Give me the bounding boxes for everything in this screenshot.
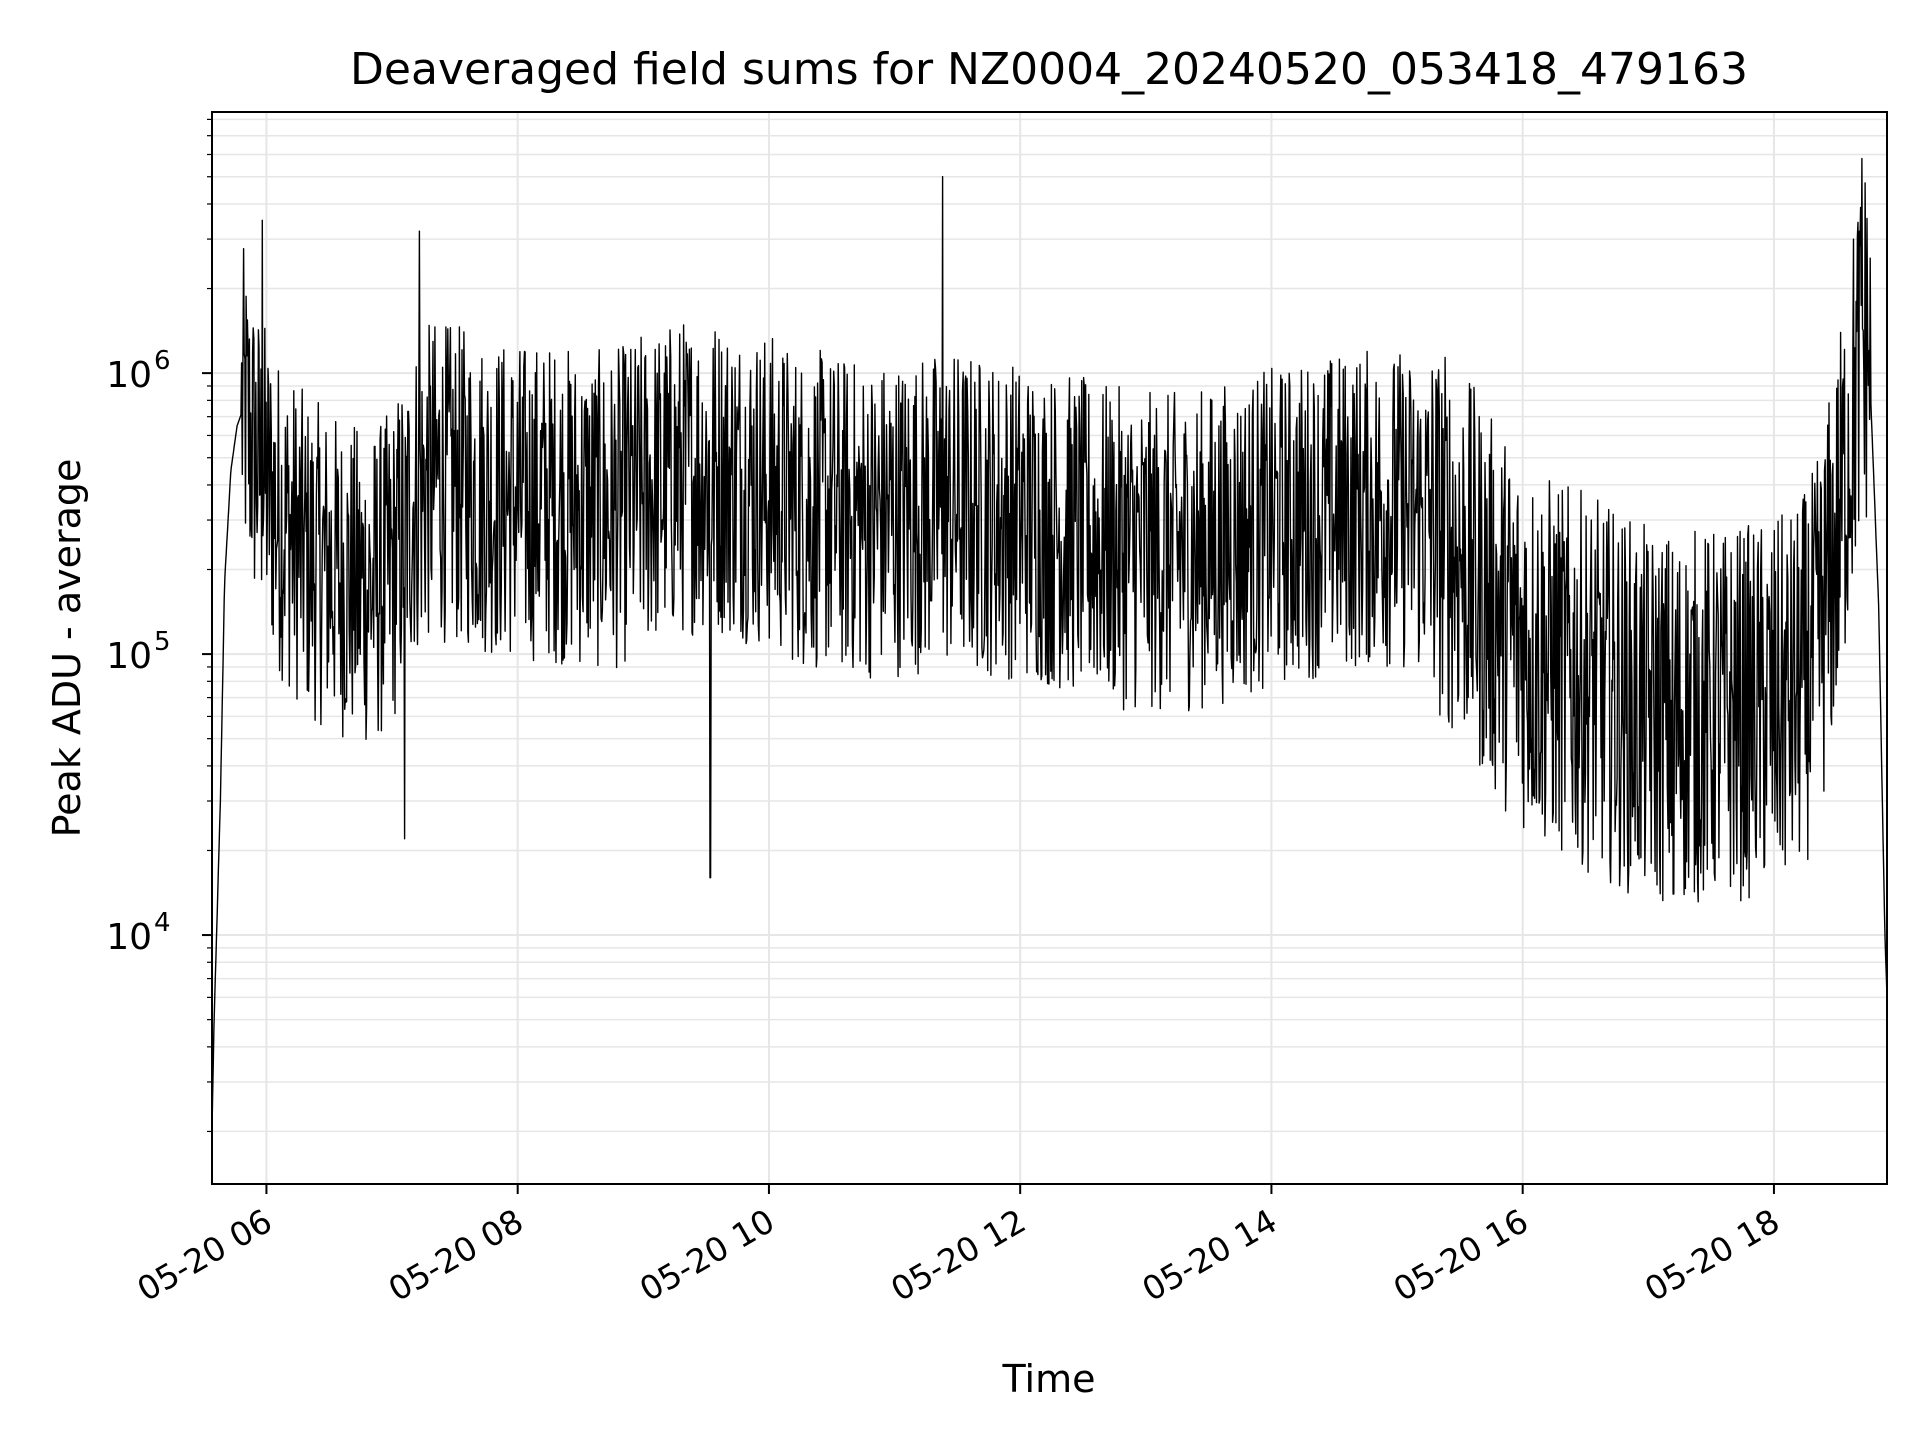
y-tick-label: 10 bbox=[106, 355, 152, 396]
y-tick-label: 10 bbox=[106, 917, 152, 958]
y-axis-label: Peak ADU - average bbox=[45, 459, 89, 838]
plot-frame bbox=[211, 111, 1888, 1185]
x-axis-label: Time bbox=[1002, 1357, 1096, 1401]
y-tick-label-exponent: 5 bbox=[154, 627, 171, 657]
chart-title: Deaveraged field sums for NZ0004_2024052… bbox=[350, 44, 1748, 95]
y-tick-label-exponent: 4 bbox=[154, 908, 171, 938]
series-line bbox=[211, 157, 1888, 1132]
grid bbox=[212, 112, 1887, 1184]
plot-series bbox=[211, 157, 1888, 1132]
y-tick-label: 10 bbox=[106, 636, 152, 677]
y-tick-label-exponent: 6 bbox=[154, 346, 171, 376]
